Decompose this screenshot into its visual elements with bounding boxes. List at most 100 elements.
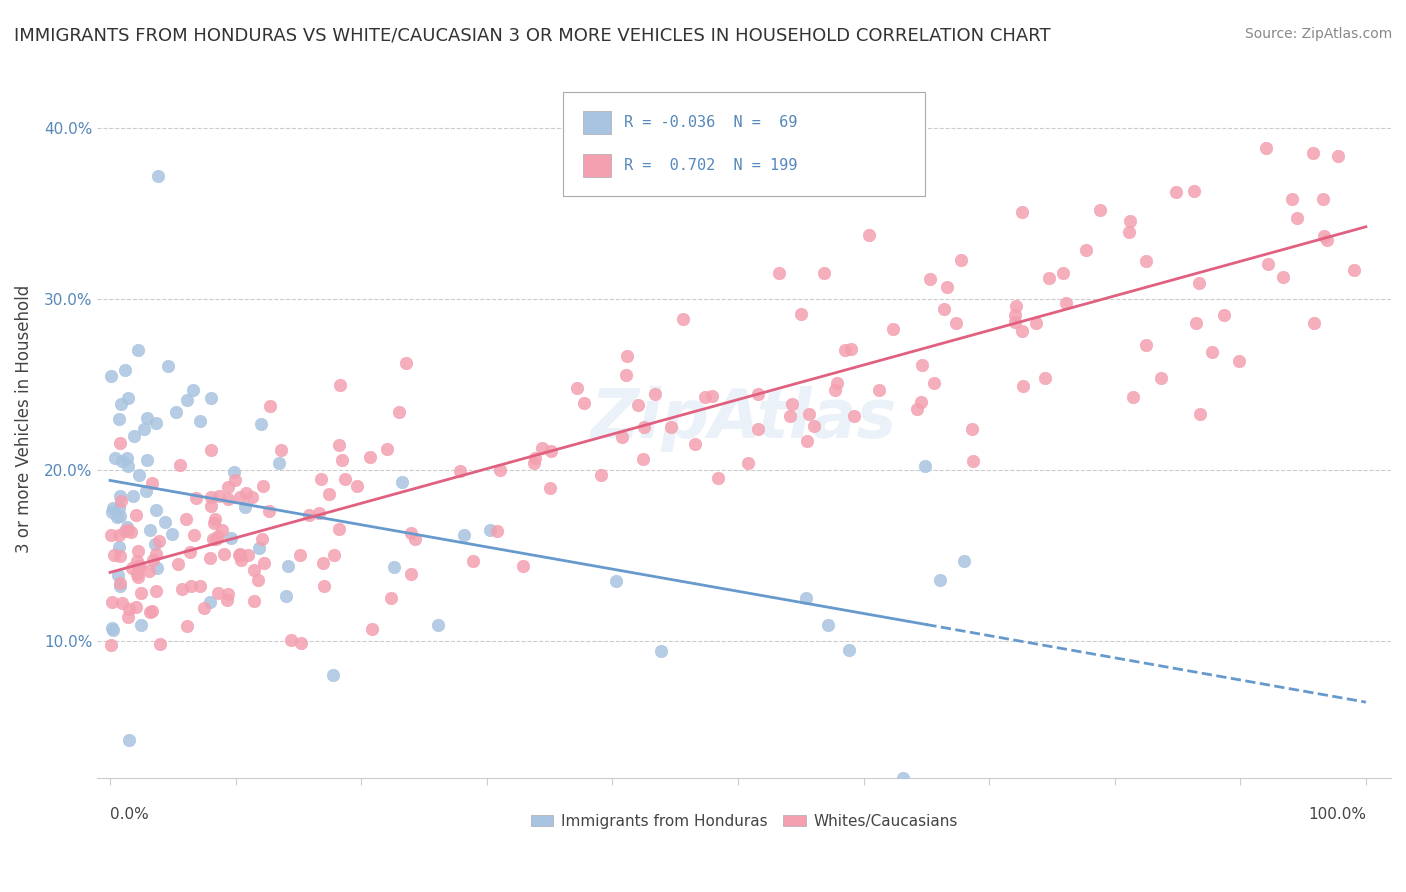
Point bbox=[1281, 192, 1303, 206]
Point bbox=[135, 453, 157, 467]
Point bbox=[962, 454, 984, 468]
Point bbox=[219, 532, 242, 546]
Point bbox=[312, 579, 335, 593]
Text: Source: ZipAtlas.com: Source: ZipAtlas.com bbox=[1244, 27, 1392, 41]
Point bbox=[212, 548, 235, 562]
Point bbox=[1135, 254, 1157, 268]
Point bbox=[382, 559, 405, 574]
Point bbox=[790, 307, 813, 321]
Point bbox=[165, 405, 187, 419]
Point bbox=[145, 583, 167, 598]
Point bbox=[1312, 193, 1334, 207]
Point bbox=[104, 451, 127, 466]
Point bbox=[200, 490, 222, 504]
Point bbox=[127, 343, 149, 358]
Point bbox=[207, 586, 229, 600]
Point bbox=[928, 573, 950, 587]
Point bbox=[1327, 149, 1350, 163]
Point bbox=[380, 591, 402, 606]
Point bbox=[117, 524, 139, 538]
Point bbox=[100, 528, 122, 542]
Point bbox=[361, 622, 384, 636]
Point bbox=[235, 486, 257, 500]
Point bbox=[834, 343, 856, 357]
Point bbox=[134, 422, 156, 436]
Point bbox=[246, 573, 269, 587]
Point bbox=[103, 500, 125, 515]
Point bbox=[141, 476, 163, 491]
Point bbox=[794, 591, 817, 605]
Text: IMMIGRANTS FROM HONDURAS VS WHITE/CAUCASIAN 3 OR MORE VEHICLES IN HOUSEHOLD CORR: IMMIGRANTS FROM HONDURAS VS WHITE/CAUCAS… bbox=[14, 27, 1050, 45]
Point bbox=[160, 527, 183, 541]
Point bbox=[108, 489, 131, 503]
Point bbox=[779, 409, 801, 423]
Point bbox=[135, 483, 157, 498]
Point bbox=[1004, 299, 1026, 313]
Point bbox=[650, 644, 672, 658]
Point bbox=[124, 599, 146, 614]
Point bbox=[614, 368, 637, 383]
Point bbox=[233, 500, 256, 515]
Point bbox=[145, 547, 167, 561]
Point bbox=[205, 533, 228, 547]
Point bbox=[105, 510, 128, 524]
Point bbox=[142, 553, 165, 567]
Point bbox=[138, 605, 160, 619]
Point bbox=[512, 558, 534, 573]
Point bbox=[479, 523, 502, 537]
Point bbox=[100, 595, 122, 609]
Point bbox=[250, 417, 273, 432]
Point bbox=[204, 512, 226, 526]
Point bbox=[1166, 186, 1188, 200]
Point bbox=[747, 422, 769, 436]
Point bbox=[186, 491, 208, 505]
Point bbox=[950, 252, 973, 267]
Point bbox=[169, 458, 191, 473]
Point bbox=[1150, 371, 1173, 385]
Point bbox=[107, 501, 129, 516]
Point bbox=[328, 438, 350, 452]
Text: 0.0%: 0.0% bbox=[110, 807, 149, 822]
Point bbox=[1004, 309, 1026, 323]
Point bbox=[103, 548, 125, 562]
Point bbox=[395, 356, 418, 370]
Point bbox=[259, 399, 281, 413]
Point bbox=[298, 508, 321, 522]
Point bbox=[813, 266, 835, 280]
Point bbox=[565, 381, 588, 395]
Point bbox=[1272, 270, 1295, 285]
Point bbox=[1257, 257, 1279, 271]
Point bbox=[128, 467, 150, 482]
Point bbox=[117, 610, 139, 624]
Text: 100.0%: 100.0% bbox=[1308, 807, 1365, 822]
Point bbox=[208, 489, 231, 503]
Point bbox=[803, 419, 825, 434]
Point bbox=[1213, 308, 1236, 322]
Point bbox=[905, 402, 928, 417]
Point bbox=[198, 595, 221, 609]
Point bbox=[706, 471, 728, 485]
Point bbox=[207, 529, 229, 543]
Point bbox=[659, 419, 682, 434]
Point bbox=[153, 515, 176, 529]
Point bbox=[328, 522, 350, 536]
Point bbox=[129, 618, 152, 632]
Point bbox=[322, 668, 344, 682]
Point bbox=[108, 576, 131, 591]
Point bbox=[633, 420, 655, 434]
Point bbox=[211, 524, 233, 538]
Point bbox=[1025, 316, 1047, 330]
Point bbox=[108, 411, 131, 425]
Point bbox=[149, 636, 172, 650]
Point bbox=[1189, 407, 1212, 421]
Point bbox=[111, 596, 134, 610]
Point bbox=[868, 384, 890, 398]
Point bbox=[242, 594, 264, 608]
Point bbox=[839, 342, 862, 356]
Point bbox=[107, 568, 129, 582]
Point bbox=[1201, 344, 1223, 359]
Point bbox=[589, 468, 612, 483]
Point bbox=[882, 322, 904, 336]
Point bbox=[252, 479, 274, 493]
Point bbox=[309, 472, 332, 486]
